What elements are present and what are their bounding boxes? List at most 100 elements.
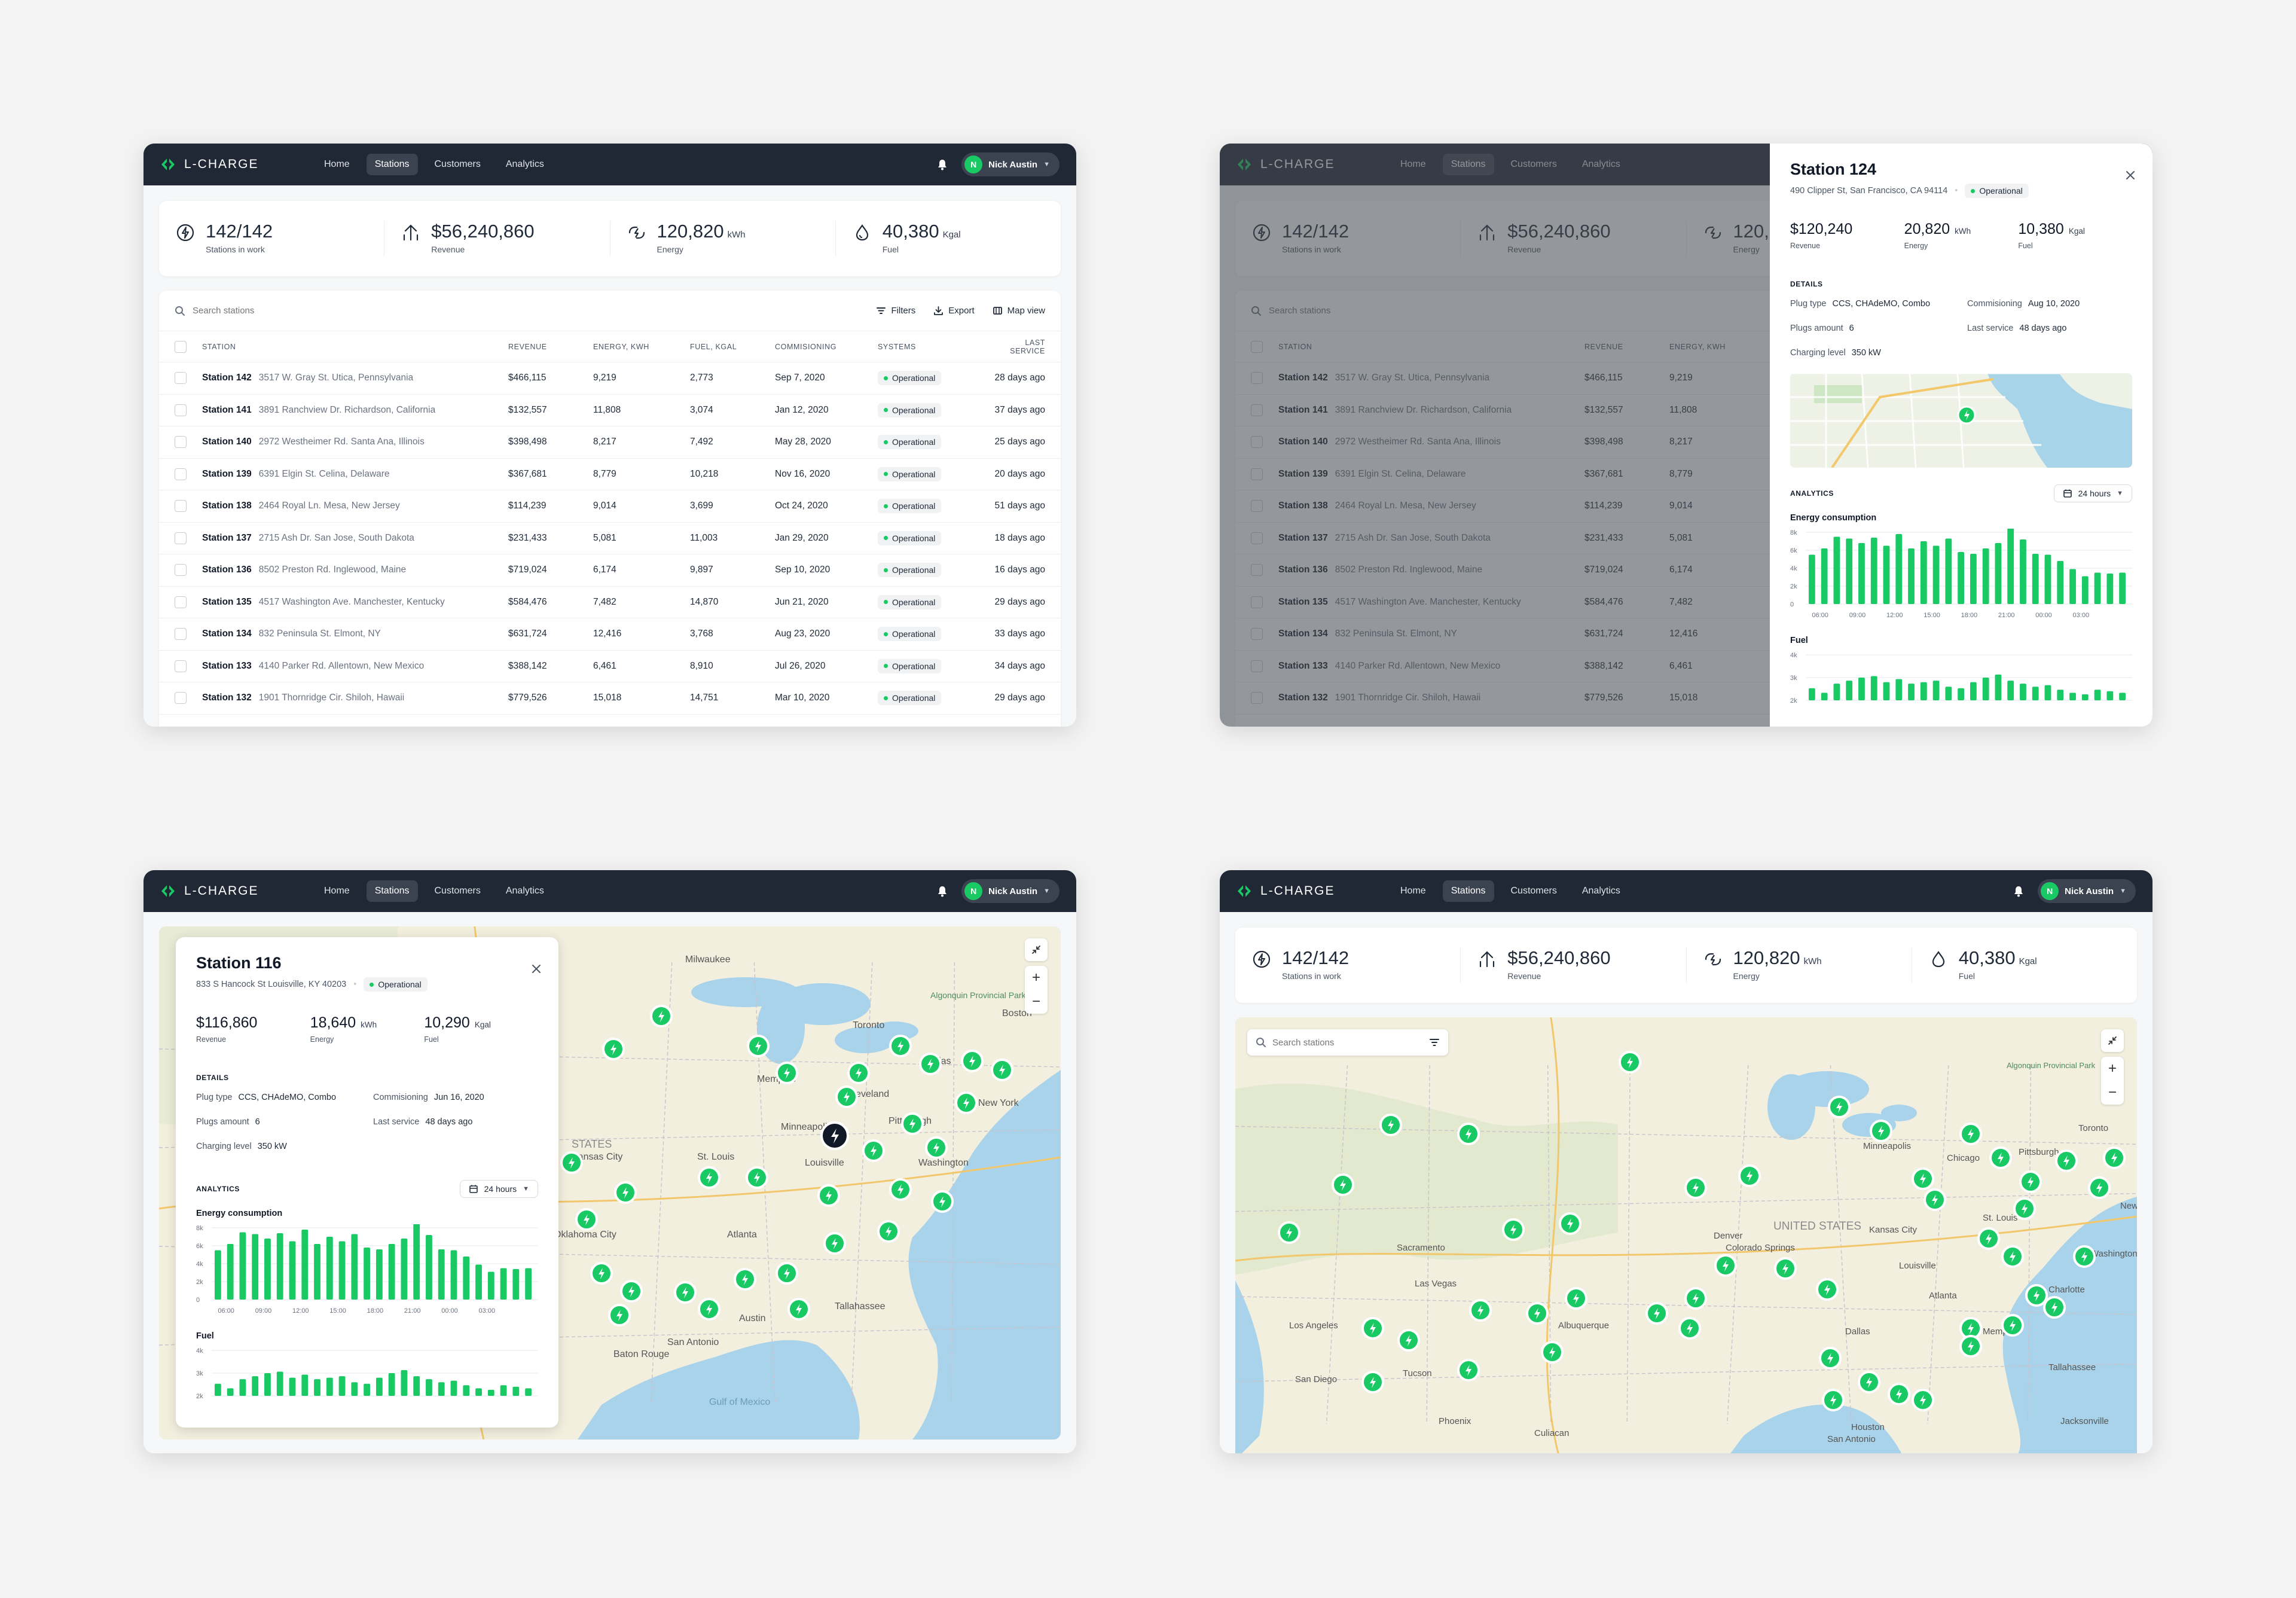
bar[interactable] [1895,534,1903,604]
station-pin[interactable] [1502,1218,1525,1241]
station-cell[interactable]: Station 133 4140 Parker Rd. Allentown, Ne… [202,661,508,672]
export-button[interactable]: Export [933,306,975,316]
row-checkbox[interactable] [175,468,187,480]
station-pin[interactable] [847,1062,870,1084]
bar[interactable] [525,1388,532,1396]
station-pin[interactable] [1332,1173,1354,1196]
bar[interactable] [2069,569,2076,605]
station-cell[interactable]: Station 140 2972 Westheimer Rd. Santa Ana… [202,437,508,447]
station-pin[interactable] [961,1050,984,1072]
bar[interactable] [1870,676,1877,700]
zoom-in-button[interactable]: + [1031,969,1040,986]
bar[interactable] [1833,536,1840,605]
station-pin[interactable] [1819,1347,1842,1370]
bar[interactable] [512,1386,520,1396]
bar[interactable] [1920,682,1927,700]
bar[interactable] [438,1249,445,1300]
station-pin[interactable] [919,1053,942,1075]
bar[interactable] [525,1268,532,1300]
row-checkbox[interactable] [175,500,187,513]
station-pin[interactable] [2073,1245,2096,1268]
col-energy[interactable]: ENERGY, KWH [593,342,649,351]
row-checkbox[interactable] [175,404,187,416]
table-row[interactable]: Station 132 1901 Thornridge Cir. Shiloh, … [159,682,1061,715]
bar[interactable] [1833,684,1840,700]
station-pin[interactable] [1822,1389,1845,1411]
table-row[interactable]: Station 142 3517 W. Gray St. Utica, Penns… [159,362,1061,395]
bar[interactable] [375,1377,383,1396]
bar[interactable] [401,1370,408,1396]
station-pin[interactable] [674,1281,697,1304]
bar[interactable] [338,1376,346,1396]
map-canvas[interactable]: Toronto Pittsburgh Chicago Minneapolis St. L… [1235,1017,2137,1453]
station-pin[interactable] [2055,1149,2078,1172]
select-all-checkbox[interactable] [175,340,187,353]
bar[interactable] [1821,548,1828,604]
nav-home[interactable]: Home [324,159,350,169]
table-row[interactable]: Station 136 8502 Preston Rd. Inglewood, M… [159,554,1061,587]
bar[interactable] [463,1385,470,1396]
station-pin[interactable] [1457,1123,1480,1145]
station-cell[interactable]: Station 134 832 Peninsula St. Elmont, NY [202,629,508,639]
bar[interactable] [364,1383,371,1396]
bar[interactable] [475,1264,482,1300]
station-pin[interactable] [817,1184,840,1207]
collapse-map-button[interactable] [1025,938,1048,961]
nav-analytics[interactable]: Analytics [505,159,544,169]
bar[interactable] [2081,694,2089,700]
map-view-button[interactable]: Map view [993,306,1045,316]
bar[interactable] [1958,688,1965,700]
station-pin[interactable] [698,1166,720,1189]
bar[interactable] [375,1249,383,1300]
table-row[interactable]: Station 137 2715 Ash Dr. San Jose, South … [159,523,1061,554]
station-pin[interactable] [1397,1329,1420,1352]
bar[interactable] [364,1248,371,1300]
station-pin[interactable] [1684,1176,1707,1199]
bar[interactable] [438,1382,445,1396]
bar[interactable] [239,1379,246,1396]
stations-map[interactable]: Toronto Pittsburgh Chicago Minneapolis St. L… [1235,1017,2137,1453]
bar[interactable] [301,1374,309,1396]
station-pin[interactable] [2103,1146,2126,1169]
station-pin[interactable] [1278,1221,1300,1244]
col-last-service[interactable]: LAST SERVICE [1010,338,1045,355]
station-pin[interactable] [1684,1287,1707,1310]
bar[interactable] [227,1244,234,1300]
bar[interactable] [1945,687,1952,700]
station-pin[interactable] [1912,1167,1934,1190]
station-cell[interactable]: Station 139 6391 Elgin St. Celina, Delawa… [202,469,508,480]
station-pin[interactable] [1774,1257,1797,1280]
mini-map[interactable] [1790,373,2132,468]
bar[interactable] [2094,690,2101,700]
logo[interactable]: L-CHARGE [160,157,304,172]
nav-home[interactable]: Home [324,886,350,896]
bar[interactable] [500,1268,507,1300]
bar[interactable] [252,1376,259,1396]
col-systems[interactable]: SYSTEMS [878,342,916,351]
bar[interactable] [2106,574,2114,604]
table-row[interactable]: Station 135 4517 Washington Ave. Manchest… [159,587,1061,618]
bar[interactable] [487,1271,494,1300]
bar[interactable] [413,1222,420,1300]
nav-stations[interactable]: Stations [1442,880,1494,902]
table-row[interactable]: Station 134 832 Peninsula St. Elmont, NY $… [159,618,1061,651]
station-pin[interactable] [1989,1146,2012,1169]
bar[interactable] [1920,541,1927,604]
table-row[interactable]: Station 133 4140 Parker Rd. Allentown, Ne… [159,651,1061,682]
bar[interactable] [1858,678,1865,700]
bar[interactable] [301,1230,309,1300]
station-pin[interactable] [1541,1341,1564,1364]
station-pin[interactable] [925,1136,948,1159]
bar[interactable] [388,1373,395,1396]
station-pin[interactable] [1619,1051,1641,1074]
bar[interactable] [475,1388,482,1396]
stations-map[interactable]: MemphisTorontoDallasClevelandPittsburghW… [159,926,1061,1440]
nav-home[interactable]: Home [1400,886,1426,896]
station-pin[interactable] [1379,1114,1402,1136]
station-pin[interactable] [698,1298,720,1321]
bell-icon[interactable] [2013,885,2025,897]
station-pin[interactable] [734,1268,756,1291]
bar[interactable] [351,1234,358,1300]
bar[interactable] [214,1383,221,1396]
station-pin[interactable] [2088,1176,2111,1199]
